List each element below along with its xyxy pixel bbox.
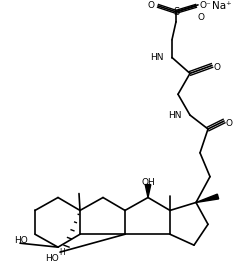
Text: O⁻: O⁻ <box>200 1 212 10</box>
Text: O: O <box>198 13 205 22</box>
Text: HO: HO <box>14 236 28 245</box>
Polygon shape <box>145 185 151 197</box>
Text: H: H <box>59 248 65 257</box>
Text: HO: HO <box>45 254 59 263</box>
Text: S: S <box>173 7 179 17</box>
Polygon shape <box>196 194 219 203</box>
Text: OH: OH <box>141 178 155 187</box>
Text: O: O <box>147 1 154 10</box>
Text: HN: HN <box>150 53 164 62</box>
Text: Na⁺: Na⁺ <box>212 1 232 11</box>
Text: O: O <box>226 119 233 128</box>
Text: HN: HN <box>168 111 182 120</box>
Text: O: O <box>214 63 221 72</box>
